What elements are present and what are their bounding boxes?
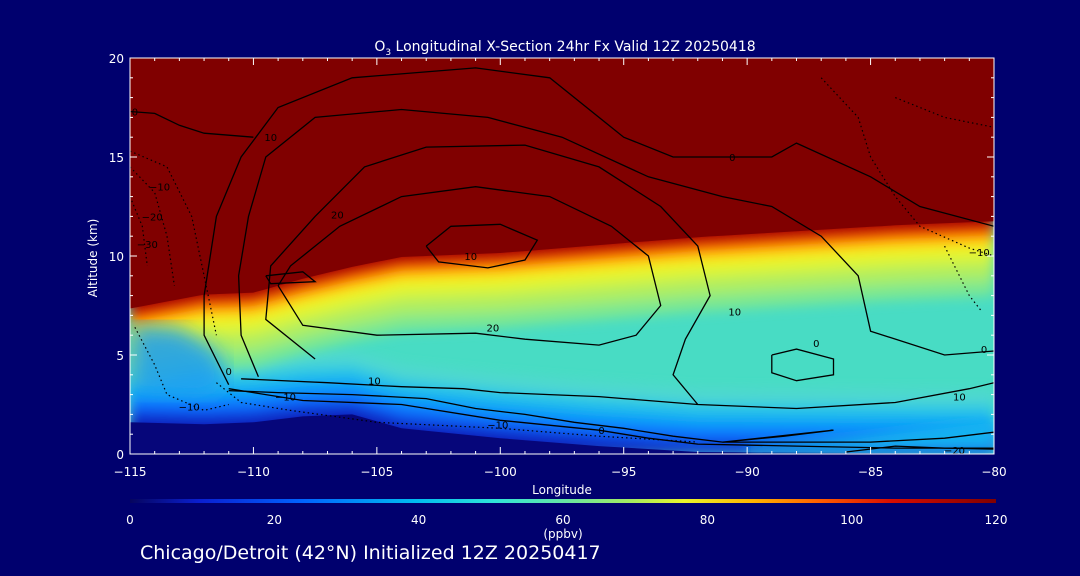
contour-label-7: 10 xyxy=(464,252,477,263)
contour-label-19: −20 xyxy=(944,446,965,457)
colorbar-tick-label: 120 xyxy=(985,513,1008,527)
x-tick-label: −100 xyxy=(484,465,517,479)
contour-label-16: −10 xyxy=(487,420,508,431)
contour-lower-10 xyxy=(241,378,994,410)
colorbar-tick-label: 0 xyxy=(126,513,134,527)
x-tick-label: −95 xyxy=(611,465,636,479)
contour-low-box xyxy=(722,429,834,443)
y-axis-label: Altitude (km) xyxy=(86,219,100,298)
x-tick-label: −90 xyxy=(734,465,759,479)
stratosphere-band xyxy=(130,58,994,309)
concentration-bands xyxy=(130,58,994,454)
contour-label-17: 10 xyxy=(953,393,966,404)
contour-east-dotted-upper xyxy=(820,77,994,257)
contour-label-9: 10 xyxy=(728,307,741,318)
x-tick-label: −80 xyxy=(981,465,1006,479)
contour-label-12: −10 xyxy=(969,248,990,259)
y-axis: 0 5 10 15 20 xyxy=(109,52,994,462)
y-tick-label: 10 xyxy=(109,250,124,264)
plot-area: 0 10 0 −10 −20 −30 20 10 20 10 0 0 −10 10 −10 −10 −10 10 0… xyxy=(130,58,994,457)
x-tick-label: −85 xyxy=(858,465,883,479)
terrain-surface xyxy=(130,414,994,454)
colorbar-tick-label: 20 xyxy=(267,513,282,527)
contour-outer-10 xyxy=(237,108,994,378)
contour-label-13: 10 xyxy=(368,377,381,388)
colorbar-ticks: 0 20 40 60 80 100 120 xyxy=(126,513,1007,527)
colorbar-tick-label: 60 xyxy=(555,513,570,527)
contour-label-14: −10 xyxy=(275,393,296,404)
contour-surface-0 xyxy=(228,388,994,449)
x-tick-label: −115 xyxy=(114,465,147,479)
contour-label-11: 0 xyxy=(981,345,987,356)
east-low-blue xyxy=(747,418,994,452)
contour-left-closed xyxy=(265,271,317,285)
contour-east-dotted-lower xyxy=(944,245,983,312)
contour-label-5: −30 xyxy=(137,240,158,251)
x-tick-label: −110 xyxy=(237,465,270,479)
contour-label-8: 20 xyxy=(487,323,500,334)
contour-label-2: 0 xyxy=(729,153,735,164)
contour-label-4: −20 xyxy=(142,212,163,223)
contour-west-dotted-30 xyxy=(130,196,148,266)
contour-label-3: −10 xyxy=(149,183,170,194)
contour-mid-20 xyxy=(265,144,711,405)
contour-outer-0 xyxy=(203,67,994,385)
contour-label-6: 20 xyxy=(331,210,344,221)
contour-label-20: 0 xyxy=(226,367,232,378)
contour-label-15: −10 xyxy=(179,403,200,414)
contour-upper-0 xyxy=(130,110,254,138)
contour-east-dotted-10 xyxy=(895,97,994,128)
contour-surface-neg10 xyxy=(228,389,994,443)
contour-sw-dotted-low xyxy=(216,382,698,443)
contour-inner-20 xyxy=(277,186,662,346)
contour-ring-0 xyxy=(771,348,835,382)
contour-labels: 0 10 0 −10 −20 −30 20 10 20 10 0 0 −10 10 −10 −10 −10 10 0… xyxy=(132,108,990,457)
x-tick-label: −105 xyxy=(360,465,393,479)
x-axis-label: Longitude xyxy=(532,483,592,497)
contour-label-1: 10 xyxy=(264,133,277,144)
contour-west-dotted-10 xyxy=(130,150,217,336)
y-tick-label: 15 xyxy=(109,151,124,165)
colorbar-tick-label: 80 xyxy=(700,513,715,527)
chart-title: O3 Longitudinal X-Section 24hr Fx Valid … xyxy=(374,39,755,58)
contour-label-10: 0 xyxy=(813,339,819,350)
contour-lines xyxy=(130,67,994,453)
footer-caption: Chicago/Detroit (42°N) Initialized 12Z 2… xyxy=(140,542,601,564)
y-tick-label: 0 xyxy=(116,448,124,462)
y-tick-label: 20 xyxy=(109,52,124,66)
y-tick-label: 5 xyxy=(116,349,124,363)
x-axis: −115 −110 −105 −100 −95 −90 −85 −80 xyxy=(114,58,1007,479)
colorbar-unit-label: (ppbv) xyxy=(543,527,582,541)
contour-west-dotted-low xyxy=(134,327,229,412)
contour-label-18: 0 xyxy=(598,426,604,437)
colorbar-tick-label: 40 xyxy=(411,513,426,527)
colorbar-tick-label: 100 xyxy=(840,513,863,527)
contour-core-10 xyxy=(425,223,539,269)
west-low-blue xyxy=(130,323,229,399)
colorbar xyxy=(130,499,996,503)
contour-label-0: 0 xyxy=(132,108,138,119)
